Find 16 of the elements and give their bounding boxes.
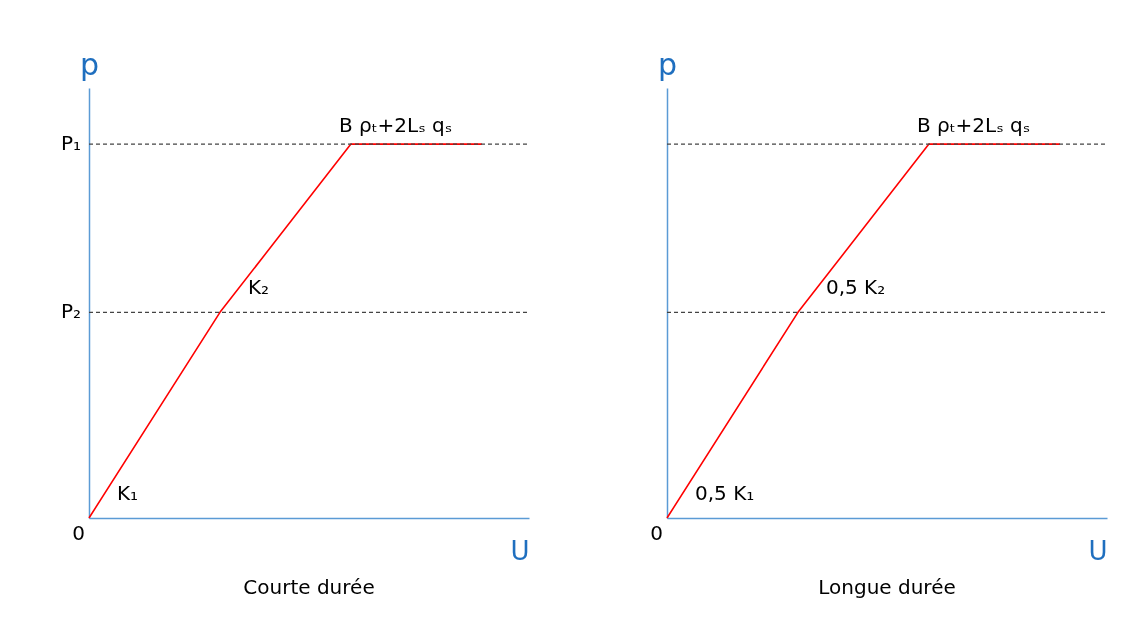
annotation: B ρₜ+2Lₛ qₛ [338, 113, 453, 138]
text: 0 [72, 521, 85, 545]
ref-line-label: P₂ [60, 299, 81, 324]
text: Longue durée [818, 575, 956, 599]
x-axis-title: U [1088, 535, 1108, 566]
annotation: 0,5 K₂ [825, 275, 886, 300]
y-axis-title: p [657, 46, 678, 82]
ref-line-label: P₁ [60, 131, 81, 156]
annotation: K₁ [117, 481, 139, 505]
annotation: 0,5 K₁ [695, 481, 755, 505]
annotation: B ρₜ+2Lₛ qₛ [916, 113, 1031, 138]
text: Courte durée [243, 575, 375, 599]
x-axis-title: U [510, 535, 530, 566]
y-axis-title: p [79, 46, 100, 82]
annotation: K₂ [247, 275, 270, 300]
text: 0 [650, 521, 663, 545]
